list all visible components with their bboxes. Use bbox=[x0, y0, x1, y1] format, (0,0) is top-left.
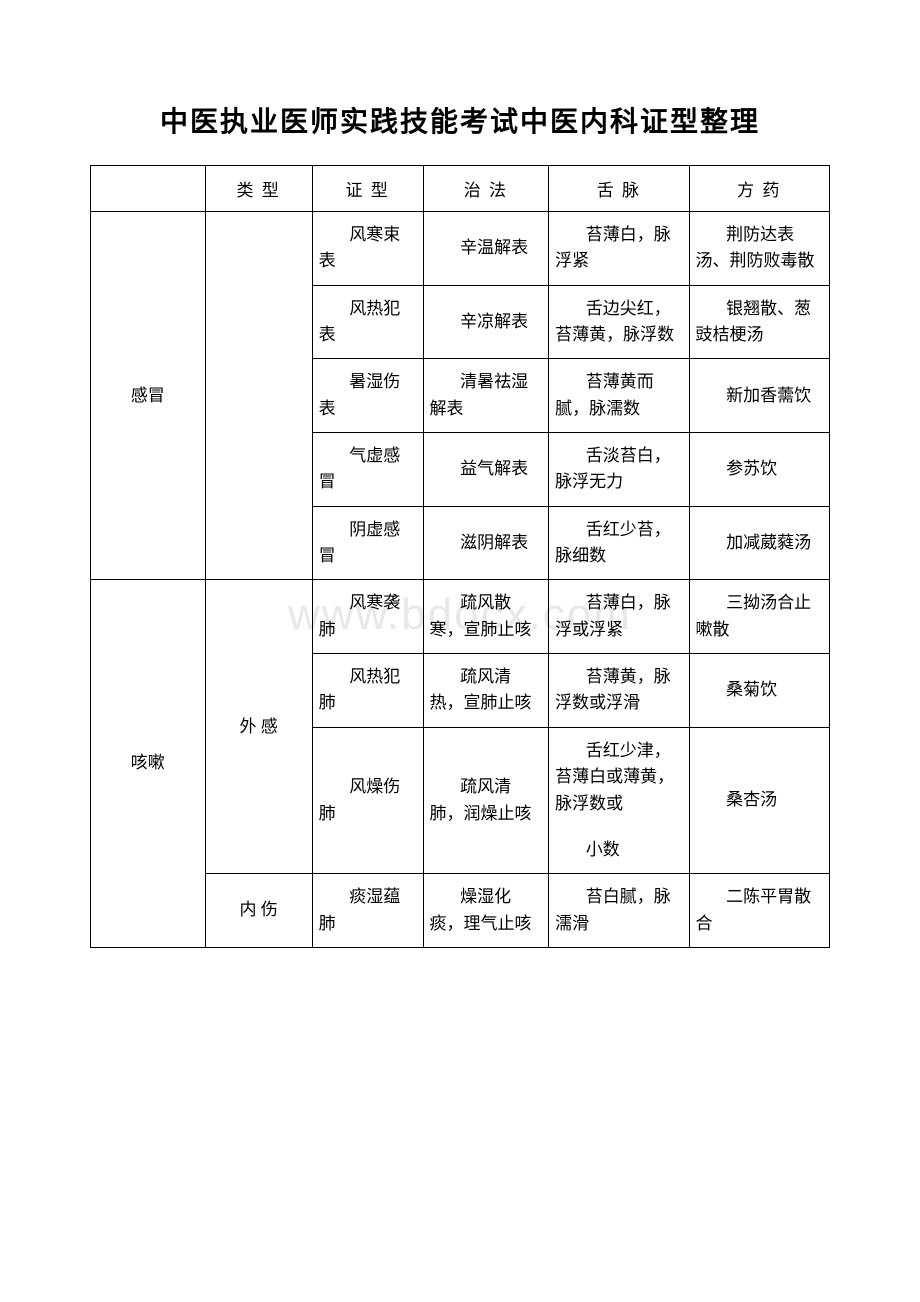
cell-formula: 桑杏汤 bbox=[689, 727, 829, 873]
cell-type: 内 伤 bbox=[205, 874, 312, 948]
table-header-row: 类 型 证 型 治 法 舌 脉 方 药 bbox=[91, 166, 830, 212]
cell-tongue: 苔薄白，脉浮紧 bbox=[549, 212, 689, 286]
cell-tongue-extra: 小数 bbox=[549, 827, 689, 874]
document-title: 中医执业医师实践技能考试中医内科证型整理 bbox=[90, 100, 830, 140]
cell-formula: 银翘散、葱豉桔梗汤 bbox=[689, 285, 829, 359]
cell-pattern: 风寒袭肺 bbox=[312, 580, 423, 654]
cell-type bbox=[205, 212, 312, 580]
cell-tongue: 苔薄白，脉浮或浮紧 bbox=[549, 580, 689, 654]
cell-method: 疏风清肺，润燥止咳 bbox=[423, 727, 549, 873]
cell-tongue: 苔薄黄而腻，脉濡数 bbox=[549, 359, 689, 433]
cell-method: 益气解表 bbox=[423, 433, 549, 507]
cell-formula: 二陈平胃散合 bbox=[689, 874, 829, 948]
cell-tongue: 舌边尖红，苔薄黄，脉浮数 bbox=[549, 285, 689, 359]
cell-disease: 咳嗽 bbox=[91, 580, 206, 947]
syndrome-table: 类 型 证 型 治 法 舌 脉 方 药 感冒 风寒束表 辛温解表 苔薄白，脉浮紧… bbox=[90, 165, 830, 948]
cell-method: 清暑祛湿解表 bbox=[423, 359, 549, 433]
cell-tongue: 舌淡苔白，脉浮无力 bbox=[549, 433, 689, 507]
header-disease bbox=[91, 166, 206, 212]
cell-pattern: 风热犯肺 bbox=[312, 654, 423, 728]
header-method: 治 法 bbox=[423, 166, 549, 212]
cell-pattern: 气虚感冒 bbox=[312, 433, 423, 507]
cell-disease: 感冒 bbox=[91, 212, 206, 580]
header-type: 类 型 bbox=[205, 166, 312, 212]
cell-tongue: 舌红少津，苔薄白或薄黄，脉浮数或 bbox=[549, 727, 689, 827]
table-row: 咳嗽 外 感 风寒袭肺 疏风散寒，宣肺止咳 苔薄白，脉浮或浮紧 三拗汤合止嗽散 bbox=[91, 580, 830, 654]
cell-method: 辛温解表 bbox=[423, 212, 549, 286]
cell-type: 外 感 bbox=[205, 580, 312, 874]
cell-formula: 加减葳蕤汤 bbox=[689, 506, 829, 580]
cell-formula: 荆防达表汤、荆防败毒散 bbox=[689, 212, 829, 286]
cell-pattern: 痰湿蕴肺 bbox=[312, 874, 423, 948]
header-formula: 方 药 bbox=[689, 166, 829, 212]
cell-method: 滋阴解表 bbox=[423, 506, 549, 580]
cell-pattern: 风寒束表 bbox=[312, 212, 423, 286]
cell-tongue: 苔白腻，脉濡滑 bbox=[549, 874, 689, 948]
cell-pattern: 阴虚感冒 bbox=[312, 506, 423, 580]
header-tongue: 舌 脉 bbox=[549, 166, 689, 212]
cell-method: 燥湿化痰，理气止咳 bbox=[423, 874, 549, 948]
table-row: 感冒 风寒束表 辛温解表 苔薄白，脉浮紧 荆防达表汤、荆防败毒散 bbox=[91, 212, 830, 286]
header-pattern: 证 型 bbox=[312, 166, 423, 212]
cell-pattern: 风燥伤肺 bbox=[312, 727, 423, 873]
cell-formula: 桑菊饮 bbox=[689, 654, 829, 728]
cell-pattern: 风热犯表 bbox=[312, 285, 423, 359]
cell-method: 疏风散寒，宣肺止咳 bbox=[423, 580, 549, 654]
cell-method: 辛凉解表 bbox=[423, 285, 549, 359]
cell-method: 疏风清热，宣肺止咳 bbox=[423, 654, 549, 728]
cell-tongue: 舌红少苔，脉细数 bbox=[549, 506, 689, 580]
cell-formula: 三拗汤合止嗽散 bbox=[689, 580, 829, 654]
cell-formula: 新加香薷饮 bbox=[689, 359, 829, 433]
cell-tongue: 苔薄黄，脉浮数或浮滑 bbox=[549, 654, 689, 728]
cell-formula: 参苏饮 bbox=[689, 433, 829, 507]
cell-pattern: 暑湿伤表 bbox=[312, 359, 423, 433]
